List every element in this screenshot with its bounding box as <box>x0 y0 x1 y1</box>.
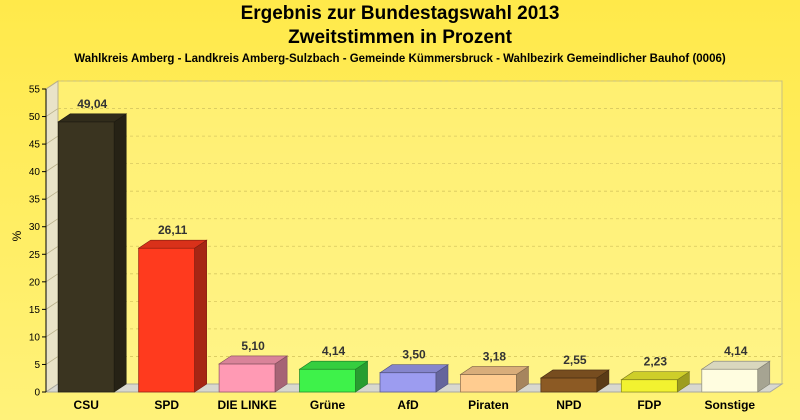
y-tick-label: 5 <box>34 360 40 371</box>
y-tick-label: 15 <box>29 305 41 316</box>
bar-front <box>218 363 276 393</box>
data-label: 49,04 <box>77 97 107 111</box>
gridline-side <box>45 356 59 365</box>
gridline-side <box>45 163 59 172</box>
data-label: 3,50 <box>402 348 426 362</box>
gridline-side <box>45 328 59 338</box>
gridline-side <box>45 273 59 283</box>
chart-subtitle: Zweitstimmen in Prozent <box>288 27 512 48</box>
data-label: 5,10 <box>241 339 265 353</box>
bar-top <box>539 369 610 379</box>
bar-top <box>459 366 530 375</box>
bar-side <box>113 113 127 393</box>
y-tick-label: 35 <box>29 195 41 206</box>
bar-top <box>137 239 208 249</box>
y-tick-label: 50 <box>29 112 41 123</box>
gridline-side <box>45 135 59 145</box>
bar-top <box>298 360 369 370</box>
bar-front <box>57 121 115 393</box>
y-tick-label: 55 <box>29 85 41 96</box>
bar-front <box>701 368 759 393</box>
gridline-side <box>45 190 59 200</box>
x-tick-label: Sonstige <box>704 398 755 412</box>
gridline-side <box>45 301 59 310</box>
x-tick-label: AfD <box>397 398 419 412</box>
gridline-side <box>45 218 59 228</box>
data-label: 26,11 <box>158 223 188 237</box>
bar-top <box>620 371 691 381</box>
gridline-side <box>45 80 59 90</box>
y-tick-label: 25 <box>29 250 41 261</box>
data-label: 4,14 <box>322 344 346 358</box>
x-tick-label: CSU <box>74 398 99 412</box>
y-tick-label: 40 <box>29 167 41 178</box>
bar-top <box>218 355 289 365</box>
gridline-side <box>45 108 59 117</box>
data-label: 2,55 <box>563 353 587 367</box>
bar-front <box>460 374 517 393</box>
bar-front <box>299 368 356 393</box>
chart-title: Ergebnis zur Bundestagswahl 2013 <box>240 3 560 24</box>
data-label: 3,18 <box>483 349 507 363</box>
x-tick-label: NPD <box>556 398 582 412</box>
x-tick-label: Piraten <box>468 398 509 412</box>
data-label: 2,23 <box>644 355 668 369</box>
bar-front <box>138 247 196 393</box>
plot-side-wall <box>45 80 59 393</box>
bar-side <box>194 239 207 393</box>
x-tick-label: FDP <box>637 398 661 412</box>
y-axis-label: % <box>10 230 24 241</box>
gridline-side <box>45 245 59 255</box>
bar-front <box>540 377 598 393</box>
bar-top <box>57 113 128 123</box>
y-tick-label: 10 <box>29 332 41 343</box>
x-tick-label: DIE LINKE <box>217 398 276 412</box>
bar-front <box>379 372 437 393</box>
x-tick-label: SPD <box>154 398 179 412</box>
data-label: 4,14 <box>724 344 748 358</box>
bar-top <box>379 364 449 374</box>
x-tick-label: Grüne <box>310 398 346 412</box>
y-tick-label: 30 <box>29 222 41 233</box>
bar-top <box>700 360 771 370</box>
chart-caption: Wahlkreis Amberg - Landkreis Amberg-Sulz… <box>74 53 726 65</box>
y-tick-label: 20 <box>29 277 41 288</box>
y-tick-label: 45 <box>29 140 41 151</box>
bar-front <box>620 379 678 393</box>
y-tick-label: 0 <box>34 388 40 399</box>
